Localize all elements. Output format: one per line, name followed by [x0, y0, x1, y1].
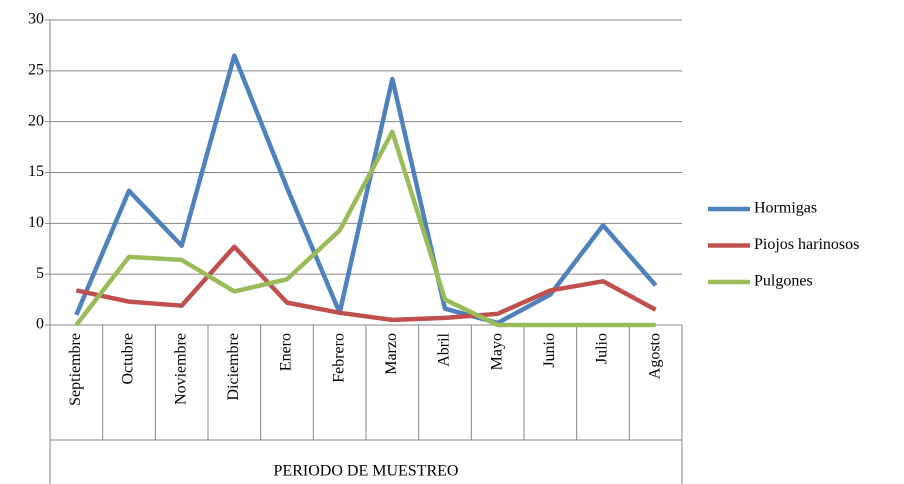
legend-label: Hormigas [754, 200, 817, 217]
y-tick-label: 15 [28, 163, 44, 180]
x-tick-label: Julio [594, 333, 611, 364]
x-tick-label: Marzo [383, 333, 400, 375]
x-tick-label: Noviembre [172, 333, 189, 405]
x-tick-label: Junio [541, 333, 558, 368]
x-axis-label: PERIODO DE MUESTREO [274, 463, 459, 480]
y-tick-label: 20 [28, 112, 44, 129]
x-tick-label: Diciembre [225, 333, 242, 401]
y-tick-label: 10 [28, 214, 44, 231]
series-line [74, 129, 656, 328]
y-tick-label: 5 [36, 265, 44, 282]
series-line [74, 53, 658, 326]
y-tick-label: 0 [36, 316, 44, 333]
legend-label: Piojos harinosos [754, 236, 859, 253]
legend-label: Pulgones [754, 273, 813, 290]
x-tick-label: Febrero [330, 333, 347, 383]
x-tick-label: Octubre [120, 333, 137, 385]
x-tick-label: Septiembre [67, 333, 84, 406]
series-line [75, 244, 657, 323]
x-tick-label: Agosto [646, 333, 663, 379]
y-tick-label: 30 [28, 11, 44, 28]
x-tick-label: Enero [278, 333, 295, 371]
x-tick-label: Mayo [488, 333, 505, 370]
x-tick-label: Abril [436, 332, 453, 366]
y-tick-label: 25 [28, 62, 44, 79]
